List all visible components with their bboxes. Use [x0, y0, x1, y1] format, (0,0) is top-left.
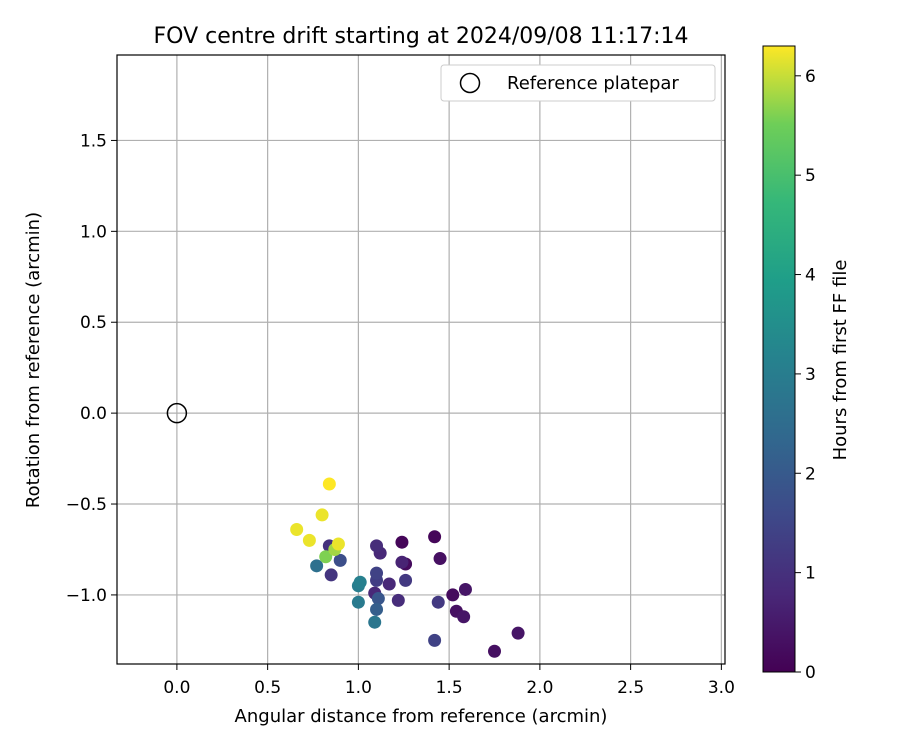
data-point: [351, 595, 365, 609]
data-point: [395, 535, 409, 549]
scatter-points: [290, 477, 525, 658]
data-point: [333, 553, 347, 567]
data-point: [302, 533, 316, 547]
grid-lines: [117, 55, 725, 664]
y-axis-label: Rotation from reference (arcmin): [23, 212, 44, 508]
legend: Reference platepar: [440, 64, 716, 102]
legend-marker-icon: [459, 72, 481, 94]
data-point: [368, 615, 382, 629]
legend-label: Reference platepar: [507, 73, 679, 94]
data-point: [319, 550, 333, 564]
x-tick-label: 1.5: [436, 678, 463, 698]
data-point: [488, 644, 502, 658]
colorbar-tick-label: 4: [805, 266, 816, 286]
reference-marker: [166, 402, 188, 424]
data-point: [511, 626, 525, 640]
chart-title: FOV centre drift starting at 2024/09/08 …: [154, 24, 689, 49]
x-tick-label: 3.0: [708, 678, 735, 698]
data-point: [331, 537, 345, 551]
data-point: [431, 595, 445, 609]
colorbar-tick-label: 2: [805, 464, 816, 484]
y-tick-label: 1.5: [80, 131, 107, 151]
data-point: [353, 575, 367, 589]
data-point: [433, 552, 447, 566]
y-axis-ticks: −1.0 −0.5 0.0 0.5 1.0 1.5: [66, 131, 117, 606]
colorbar-tick-label: 0: [805, 663, 816, 683]
data-point: [382, 577, 396, 591]
x-tick-label: 0.5: [254, 678, 281, 698]
colorbar-tick-label: 5: [805, 166, 816, 186]
x-axis-label: Angular distance from reference (arcmin): [235, 706, 608, 727]
legend-box: [440, 64, 716, 102]
y-tick-label: 0.5: [80, 313, 107, 333]
colorbar-ticks: 0 1 2 3 4 5 6: [795, 67, 816, 683]
x-tick-label: 2.0: [526, 678, 553, 698]
x-tick-label: 0.0: [163, 678, 190, 698]
colorbar: 0 1 2 3 4 5 6 Hours from first FF file: [762, 45, 851, 683]
data-point: [370, 602, 384, 616]
colorbar-gradient: [762, 45, 796, 673]
y-tick-label: 0.0: [80, 404, 107, 424]
data-point: [324, 568, 338, 582]
y-tick-label: −0.5: [66, 495, 107, 515]
data-point: [399, 573, 413, 587]
data-point: [370, 566, 384, 580]
data-point: [290, 522, 304, 536]
data-point: [428, 530, 442, 544]
data-point: [315, 508, 329, 522]
y-tick-label: −1.0: [66, 586, 107, 606]
reference-marker-group: [166, 402, 188, 424]
data-point: [428, 633, 442, 647]
data-point: [391, 593, 405, 607]
colorbar-tick-label: 6: [805, 67, 816, 87]
colorbar-tick-label: 1: [805, 564, 816, 584]
data-point: [458, 582, 472, 596]
data-point: [457, 610, 471, 624]
data-point: [370, 539, 384, 553]
x-tick-label: 1.0: [345, 678, 372, 698]
data-point: [395, 555, 409, 569]
y-tick-label: 1.0: [80, 222, 107, 242]
data-point: [371, 592, 385, 606]
data-point: [310, 559, 324, 573]
x-axis-ticks: 0.0 0.5 1.0 1.5 2.0 2.5 3.0: [163, 664, 735, 698]
plot-frame: [116, 54, 726, 665]
colorbar-label: Hours from first FF file: [830, 260, 851, 461]
data-point: [446, 588, 460, 602]
x-tick-label: 2.5: [617, 678, 644, 698]
data-point: [322, 477, 336, 491]
colorbar-tick-label: 3: [805, 365, 816, 385]
